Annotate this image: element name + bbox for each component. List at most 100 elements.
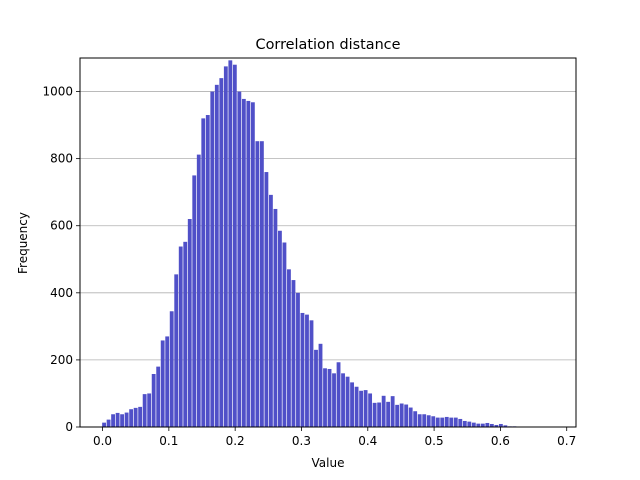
histogram-bar [151,373,156,427]
histogram-bar [422,414,427,427]
histogram-bar [449,417,454,427]
y-axis-label: Frequency [16,212,30,274]
histogram-bar [453,417,458,427]
histogram-bar [106,419,111,427]
histogram-bar [237,91,242,427]
histogram-bar [467,421,472,427]
histogram-bar [381,395,386,427]
histogram-bar [196,154,201,428]
y-tick-label: 400 [50,286,73,300]
histogram-bar [359,390,364,427]
histogram-bar [341,373,345,427]
x-axis-ticks: 0.0 0.1 0.2 0.3 0.4 0.5 0.6 0.7 [93,427,576,448]
histogram-bar [444,416,449,427]
x-tick-label: 0.2 [226,434,245,448]
histogram-bar [268,194,273,427]
histogram-bar [296,292,300,427]
x-tick-label: 0.0 [93,434,112,448]
histogram-bar [377,402,382,427]
y-tick-label: 600 [50,219,73,233]
histogram-bar [309,320,314,427]
histogram-bar [169,311,174,427]
histogram-bar [223,66,228,428]
histogram-bar [368,393,373,427]
histogram-bar [246,100,251,428]
histogram-bar [138,406,143,427]
x-axis-label: Value [312,456,345,470]
histogram-bar [201,118,206,427]
histogram-bar [327,368,332,427]
histogram-bar [426,415,431,427]
histogram-bar [386,401,391,427]
histogram-bar [363,390,368,427]
histogram-bar [395,404,400,427]
histogram-bar [498,423,503,427]
histogram-bar [133,407,138,427]
histogram-bar [462,420,467,427]
histogram-bar [147,393,152,427]
histogram-bar [102,422,106,427]
y-axis-ticks: 0 200 400 600 800 1000 [42,85,80,434]
histogram-bar [174,274,179,427]
histogram-bar [160,340,165,427]
histogram-bar [314,349,318,427]
histogram-bar [332,373,336,427]
y-tick-label: 200 [50,353,73,367]
histogram-bar [408,407,413,427]
histogram-bar [129,409,134,427]
histogram-bar [413,411,418,427]
histogram-bar [120,414,125,427]
histogram-bar [399,403,404,427]
histogram-bar [241,98,246,428]
y-tick-label: 800 [50,152,73,166]
histogram-bar [124,412,129,427]
histogram-bar [417,414,422,427]
histogram-bar [458,418,463,427]
histogram-bar [476,423,481,427]
x-tick-label: 0.4 [358,434,377,448]
y-tick-label: 0 [65,420,73,434]
histogram-bar [318,343,323,427]
histogram-bars [102,60,548,428]
histogram-bar [323,368,327,427]
histogram-bar [228,60,233,428]
histogram-bar [273,208,278,427]
y-tick-label: 1000 [42,85,73,99]
x-tick-label: 0.3 [292,434,311,448]
histogram-bar [232,64,237,427]
histogram-bar [494,424,499,427]
histogram-bar [142,394,147,427]
histogram-bar [485,422,490,427]
histogram-bar [404,404,409,427]
x-tick-label: 0.6 [491,434,510,448]
histogram-bar [259,141,264,427]
histogram-bar [503,425,508,427]
histogram-bar [278,230,282,427]
histogram-bar [354,386,359,427]
histogram-bar [440,417,445,427]
x-tick-label: 0.5 [425,434,444,448]
chart-title: Correlation distance [256,37,401,53]
histogram-bar [435,417,440,427]
histogram-bar [192,175,197,427]
histogram-bar [187,219,192,427]
histogram-bar [431,416,436,427]
histogram-bar [291,280,296,427]
histogram-bar [480,423,485,427]
histogram-bar [372,402,377,427]
histogram-bar [489,423,494,427]
histogram-bar [205,115,210,427]
histogram-bar [250,102,255,427]
histogram-bar [282,242,287,427]
histogram-bar [115,412,120,427]
histogram-bar [264,172,269,427]
histogram-bar [183,241,188,427]
histogram-bar [300,312,305,427]
histogram-bar [255,141,260,427]
histogram-bar [219,78,224,428]
histogram-bar [287,269,291,427]
histogram-bar [210,91,215,427]
x-tick-label: 0.1 [159,434,178,448]
histogram-bar [471,422,476,427]
histogram-bar [345,376,350,427]
